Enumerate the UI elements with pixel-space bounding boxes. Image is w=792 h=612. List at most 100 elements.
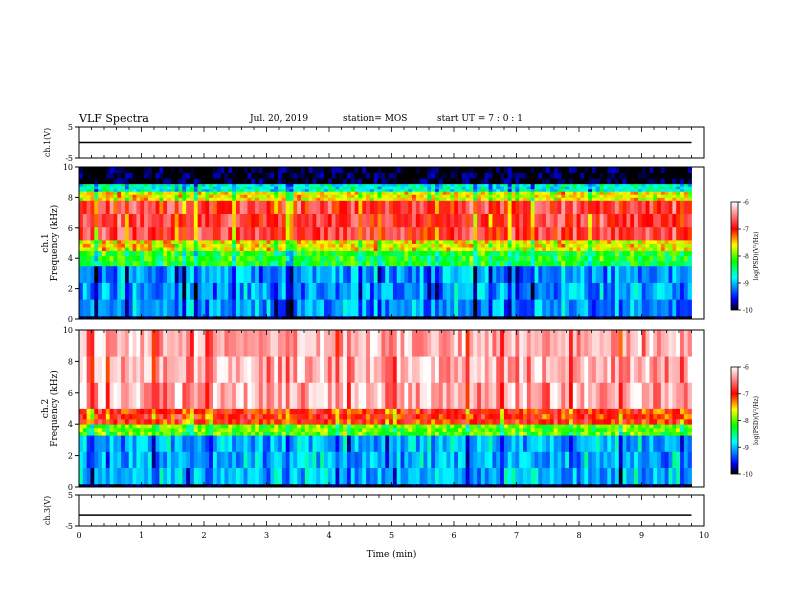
spectrogram-cell xyxy=(224,408,229,415)
spectrogram-cell xyxy=(190,427,195,432)
spectrogram-cell xyxy=(634,243,639,248)
spectrogram-cell xyxy=(209,299,214,317)
spectrogram-cell xyxy=(82,197,88,201)
spectrogram-cell xyxy=(450,265,455,283)
spectrogram-cell xyxy=(408,265,413,283)
spectrogram-cell xyxy=(419,299,424,317)
spectrogram-cell xyxy=(595,183,601,187)
spectrogram-cell xyxy=(404,197,409,201)
spectrogram-cell xyxy=(205,424,210,429)
spectrogram-cell xyxy=(167,451,172,469)
spectrogram-cell xyxy=(412,255,417,262)
spectrogram-cell xyxy=(243,255,248,262)
spectrogram-cell xyxy=(304,239,310,244)
spectrogram-cell xyxy=(672,260,677,267)
spectrogram-cell xyxy=(400,213,405,228)
spectrogram-cell xyxy=(461,172,467,179)
spectrogram-cell xyxy=(614,183,620,187)
spectrogram-cell xyxy=(274,356,279,383)
spectrogram-cell xyxy=(312,183,317,187)
spectrogram-cell xyxy=(297,183,302,187)
spectrogram-cell xyxy=(86,431,91,436)
spectrogram-cell xyxy=(205,282,210,300)
spectrogram-cell xyxy=(492,316,497,319)
spectrogram-cell xyxy=(308,200,313,215)
spectrogram-cell xyxy=(553,315,558,318)
spectrogram-cell xyxy=(595,299,601,317)
spectrogram-cell xyxy=(438,250,444,257)
spectrogram-cell xyxy=(117,188,122,192)
spectrogram-cell xyxy=(251,191,256,195)
spectrogram-cell xyxy=(266,260,271,267)
spectrogram-cell xyxy=(167,299,172,317)
spectrogram-cell xyxy=(687,239,692,244)
spectrogram-cell xyxy=(465,167,470,173)
spectrogram-cell xyxy=(285,424,290,429)
spectrogram-cell xyxy=(170,424,176,429)
spectrogram-cell xyxy=(687,188,692,192)
y-tick-label: 5 xyxy=(68,123,73,132)
spectrogram-cell xyxy=(121,186,126,190)
spectrogram-cell xyxy=(680,194,685,198)
spectrogram-cell xyxy=(216,299,222,317)
spectrogram-cell xyxy=(167,226,172,241)
spectrogram-cell xyxy=(228,356,233,383)
spectrogram-cell xyxy=(113,167,118,173)
spectrogram-cell xyxy=(446,315,451,318)
spectrogram-cell xyxy=(243,186,248,190)
spectrogram-cell xyxy=(565,265,570,283)
spectrogram-cell xyxy=(454,188,459,192)
spectrogram-cell xyxy=(588,260,593,267)
spectrogram-cell xyxy=(435,282,440,300)
spectrogram-cell xyxy=(542,191,547,195)
spectrogram-cell xyxy=(676,213,681,228)
spectrogram-cell xyxy=(488,167,493,173)
spectrogram-cell xyxy=(155,200,160,215)
spectrogram-cell xyxy=(327,282,333,300)
spectrogram-cell xyxy=(101,186,107,190)
spectrogram-cell xyxy=(182,382,187,409)
spectrogram-cell xyxy=(327,247,333,251)
spectrogram-cell xyxy=(415,239,421,244)
spectrogram-cell xyxy=(136,260,141,267)
spectrogram-cell xyxy=(580,243,585,248)
spectrogram-cell xyxy=(335,247,340,251)
spectrogram-cell xyxy=(151,178,156,185)
spectrogram-cell xyxy=(113,356,118,383)
spectrogram-cell xyxy=(216,172,222,179)
spectrogram-cell xyxy=(278,356,283,383)
spectrogram-cell xyxy=(209,226,214,241)
spectrogram-cell xyxy=(251,213,256,228)
spectrogram-cell xyxy=(465,191,470,195)
spectrogram-cell xyxy=(140,247,145,251)
spectrogram-cell xyxy=(324,200,329,215)
spectrogram-cell xyxy=(144,226,149,241)
spectrogram-cell xyxy=(687,200,692,215)
spectrogram-cell xyxy=(442,200,447,215)
spectrogram-cell xyxy=(607,299,612,317)
spectrogram-cell xyxy=(144,382,149,409)
spectrogram-cell xyxy=(496,194,501,198)
spectrogram-cell xyxy=(121,418,126,425)
spectrogram-cell xyxy=(155,424,160,429)
spectrogram-cell xyxy=(239,451,245,469)
spectrogram-cell xyxy=(144,427,149,432)
y-tick-label: 10 xyxy=(63,163,73,172)
spectrogram-cell xyxy=(190,243,195,248)
spectrogram-cell xyxy=(415,316,421,319)
spectrogram-cell xyxy=(515,282,520,300)
spectrogram-cell xyxy=(641,243,646,248)
spectrogram-cell xyxy=(369,260,375,267)
spectrogram-cell xyxy=(255,413,260,420)
spectrogram-cell xyxy=(553,200,558,215)
spectrogram-cell xyxy=(159,382,164,409)
spectrogram-cell xyxy=(190,315,195,318)
spectrogram-cell xyxy=(649,191,654,195)
spectrogram-cell xyxy=(687,213,692,228)
spectrogram-cell xyxy=(618,282,623,300)
spectrogram-cell xyxy=(588,186,593,190)
spectrogram-cell xyxy=(86,484,91,487)
spectrogram-cell xyxy=(664,226,669,241)
spectrogram-cell xyxy=(622,172,627,179)
spectrogram-cell xyxy=(480,188,486,192)
